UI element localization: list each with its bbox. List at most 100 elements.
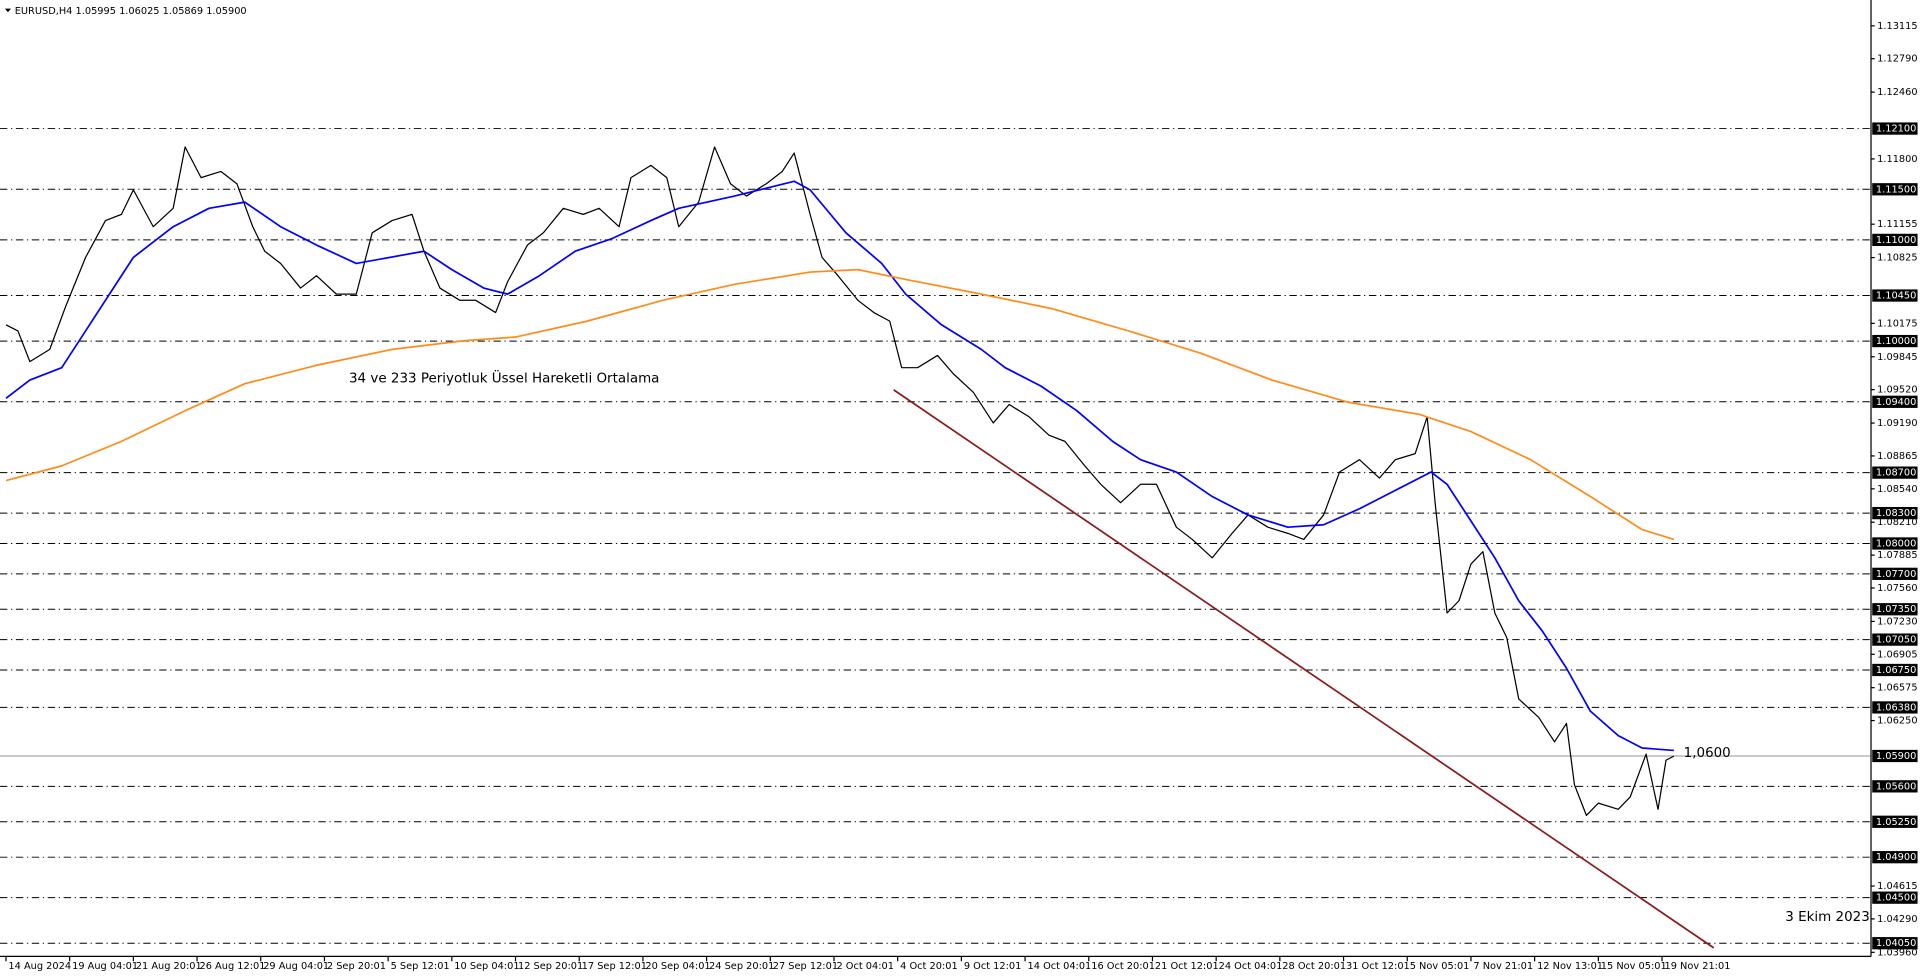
x-tick-label: 2 Sep 20:01 [327, 961, 386, 972]
y-tick-label: 1.08540 [1877, 484, 1917, 495]
y-tick-label: 1.09520 [1877, 385, 1917, 396]
x-tick-label: 5 Sep 12:01 [391, 961, 450, 972]
y-tick-label: 1.06250 [1877, 716, 1917, 727]
y-tick-label: 1.07230 [1877, 616, 1917, 627]
x-tick-label: 7 Nov 21:01 [1473, 961, 1533, 972]
y-tick-label: 1.08210 [1877, 517, 1917, 528]
level-label: 1.05250 [1876, 817, 1916, 828]
level-label-box [1872, 466, 1918, 479]
level-label: 1.07700 [1876, 569, 1916, 580]
x-tick-label: 21 Oct 12:01 [1155, 961, 1219, 972]
x-tick-label: 14 Oct 04:01 [1028, 961, 1092, 972]
x-tick-label: 20 Sep 04:01 [645, 961, 710, 972]
level-label-box [1872, 663, 1918, 677]
x-tick-label: 15 Nov 05:01 [1601, 961, 1667, 972]
y-tick-label: 1.07885 [1877, 550, 1917, 561]
level-label: 1.08700 [1876, 468, 1916, 479]
level-label: 1.08300 [1876, 508, 1916, 519]
series-layer [5, 146, 1715, 949]
x-tick-label: 19 Aug 04:01 [72, 961, 138, 972]
level-label-box [1872, 937, 1918, 950]
level-label-box [1872, 633, 1918, 646]
x-tick-label: 28 Oct 20:01 [1282, 961, 1346, 972]
y-tick-label: 1.06575 [1877, 683, 1917, 694]
level-label: 1.11000 [1876, 235, 1916, 246]
level-label-box [1872, 567, 1918, 580]
level-label: 1.04050 [1876, 938, 1916, 949]
level-label-box [1872, 289, 1918, 302]
series-line [5, 268, 1675, 541]
y-tick-label: 1.12460 [1877, 87, 1917, 98]
level-label-box [1872, 506, 1918, 520]
y-tick-label: 1.07560 [1877, 583, 1917, 594]
x-tick-label: 4 Oct 20:01 [900, 961, 958, 972]
title-arrow [4, 8, 12, 13]
x-tick-label: 2 Oct 04:01 [836, 961, 894, 972]
level-label: 1.06380 [1876, 702, 1916, 713]
level-label-box [1872, 334, 1918, 348]
x-tick-label: 29 Aug 04:01 [263, 961, 329, 972]
y-tick-label: 1.11800 [1877, 154, 1917, 165]
y-tick-label: 1.12790 [1877, 54, 1917, 65]
y-tick-label: 1.04290 [1877, 914, 1917, 925]
x-tick-label: 21 Aug 20:01 [136, 961, 202, 972]
x-tick-label: 5 Nov 05:01 [1410, 961, 1470, 972]
level-label: 1.07350 [1876, 604, 1916, 615]
y-tick-label: 1.10175 [1877, 318, 1917, 329]
level-label: 1.07050 [1876, 635, 1916, 646]
y-tick-label: 1.11155 [1877, 219, 1917, 230]
axis-layer: 1.13115 1.12790 1.12460 1.11800 1.11155 1.108… [5, 21, 1918, 972]
y-tick-label: 1.09190 [1877, 418, 1917, 429]
level-label-box [1872, 851, 1918, 864]
y-tick-label: 1.03960 [1877, 947, 1917, 958]
chart-title: EURUSD,H4 1.05995 1.06025 1.05869 1.0590… [15, 6, 247, 17]
level-label: 1.04900 [1876, 852, 1916, 863]
x-tick-label: 24 Oct 04:01 [1219, 961, 1283, 972]
level-label-box [1872, 815, 1918, 828]
y-tick-label: 1.04615 [1877, 881, 1917, 892]
level-label-box [1872, 183, 1918, 196]
levels-layer [0, 128, 1872, 944]
y-tick-label: 1.08865 [1877, 451, 1917, 462]
level-label: 1.12100 [1876, 124, 1916, 135]
annotation: 34 ve 233 Periyotluk Üssel Hareketli Ort… [349, 368, 659, 386]
series-line [5, 146, 1675, 817]
level-label-box [1872, 537, 1918, 550]
level-label: 1.09400 [1876, 397, 1916, 408]
x-tick-label: 10 Sep 04:01 [454, 961, 519, 972]
level-label-box [1872, 233, 1918, 247]
level-label: 1.10000 [1876, 336, 1916, 347]
x-tick-label: 12 Nov 13:01 [1537, 961, 1603, 972]
level-label: 1.10450 [1876, 291, 1916, 302]
y-tick-label: 1.09845 [1877, 352, 1917, 363]
level-label-box [1872, 603, 1918, 616]
annotation: 3 Ekim 2023 [1785, 910, 1869, 925]
x-tick-label: 16 Oct 20:01 [1091, 961, 1155, 972]
level-label: 1.04500 [1876, 893, 1916, 904]
level-label-box [1872, 780, 1918, 793]
y-tick-label: 1.13115 [1877, 21, 1917, 32]
x-tick-label: 12 Sep 20:01 [518, 961, 583, 972]
level-label: 1.05600 [1876, 781, 1916, 792]
x-tick-label: 17 Sep 12:01 [582, 961, 647, 972]
annotation: 1,0600 [1684, 746, 1731, 761]
x-tick-label: 31 Oct 12:01 [1346, 961, 1410, 972]
level-label: 1.11500 [1876, 184, 1916, 195]
x-tick-label: 26 Aug 12:01 [200, 961, 266, 972]
y-tick-label: 1.06905 [1877, 649, 1917, 660]
level-label-box [1872, 891, 1918, 904]
x-tick-label: 19 Nov 21:01 [1664, 961, 1730, 972]
x-tick-label: 14 Aug 2024 [8, 961, 71, 972]
level-label: 1.08000 [1876, 538, 1916, 549]
series-line [5, 180, 1675, 752]
level-label: 1.06750 [1876, 665, 1916, 676]
x-tick-label: 9 Oct 12:01 [964, 961, 1022, 972]
level-label-box [1872, 122, 1918, 135]
level-label-box [1872, 701, 1918, 714]
current-price-label: 1.05900 [1876, 751, 1916, 762]
series-line [893, 389, 1715, 949]
y-tick-label: 1.10825 [1877, 253, 1917, 264]
current-price-box [1872, 749, 1918, 763]
